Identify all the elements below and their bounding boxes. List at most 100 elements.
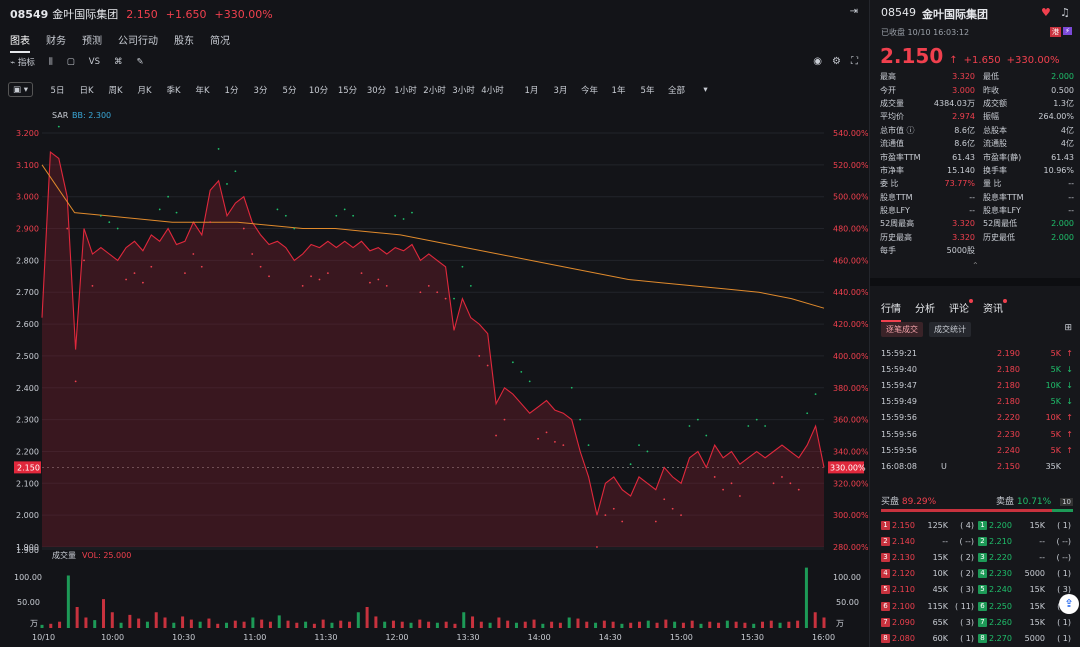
sar-dot [638,444,640,446]
period-12[interactable]: 1小时 [394,85,417,96]
period-17[interactable]: 3月 [553,85,568,96]
subtab-1[interactable]: 成交统计 [929,322,971,337]
stat-value: 8.6亿 [954,139,975,149]
period-15[interactable]: 4小时 [481,85,504,96]
tab-0[interactable]: 图表 [10,32,30,53]
time-tick-label: 10:30 [172,633,195,642]
volume-bar [66,575,70,628]
tab-5[interactable]: 简况 [210,36,230,47]
tab-2[interactable]: 预测 [82,36,102,47]
quote-tab-0[interactable]: 行情 [881,300,901,322]
period-21[interactable]: 全部 [667,85,685,96]
stat-label: 流通值 [880,139,904,149]
camera-icon[interactable]: ◉ [813,56,823,67]
period-20[interactable]: 5年 [640,85,655,96]
fullscreen-icon[interactable]: ⛶ [851,56,858,67]
tab-1[interactable]: 财务 [46,36,66,47]
period-13[interactable]: 2小时 [423,85,446,96]
stat-row: 市盈率TTM 61.43 市盈率(静) 61.43 [880,150,1074,163]
sar-dot [453,297,455,300]
period-10[interactable]: 15分 [337,85,358,96]
sar-dot [125,278,127,281]
quote-tab-3[interactable]: 资讯 [983,299,1007,322]
price-tick-label: 3.200 [16,129,39,138]
period-18[interactable]: 今年 [580,85,598,96]
vol-tick-label: 50.00 [836,598,859,607]
volume-bar [585,621,589,628]
bell-icon[interactable]: ♫ [1060,6,1070,19]
stat-row: 成交量 4384.03万 成交额 1.3亿 [880,97,1074,110]
tick-volume: 10K [1045,413,1061,423]
sar-dot [268,275,270,278]
period-19[interactable]: 1年 [611,85,626,96]
volume-bar [479,621,483,628]
stat-value: 0.500 [1051,85,1074,95]
price-chart[interactable]: 3.200 3.100 3.000 2.900 2.800 2.700 2.600 2.500… [0,0,868,647]
share-icon[interactable]: ⇪ [1059,594,1079,614]
stat-label: 总股本 [983,125,1007,135]
ask-count: ( 1) [1057,633,1071,643]
tab-3[interactable]: 公司行动 [118,36,158,47]
pct-tick-label: 280.00% [833,543,868,552]
grid-view-icon[interactable]: ⊞ [1064,323,1072,333]
stat-label: 总市值 ⓘ [880,125,915,135]
indicator-button[interactable]: ⌁ 指标 [10,58,35,68]
period-3[interactable]: 月K [137,85,152,96]
period-16[interactable]: 1月 [524,85,539,96]
draw-pen-icon[interactable]: ✎ [136,57,144,67]
period-6[interactable]: 1分 [224,85,239,96]
ask-price: 2.260 [989,617,1012,627]
vol-tick-label: 万 [836,619,844,628]
price-tick-label: 2.700 [16,288,39,297]
sar-dot [226,183,228,185]
bid-count: ( 2) [960,552,974,562]
chart-type-dropdown[interactable]: ▣ ▾ [8,82,33,97]
quote-tab-1[interactable]: 分析 [915,304,935,315]
collapse-chevron-icon[interactable]: ⌃ [972,261,979,270]
stat-label: 52周最高 [880,219,915,229]
ask-volume: 15K [1029,520,1045,530]
period-0[interactable]: 5日 [50,85,65,96]
sar-dot [175,211,178,214]
collapse-panel-icon[interactable]: ⇥ [849,6,858,17]
sell-label: 卖盘 [995,497,1014,507]
period-2[interactable]: 周K [108,85,123,96]
candle-style-icon[interactable]: ⫼ [48,57,53,67]
stat-row: 每手 5000股 [880,244,1074,257]
period-8[interactable]: 5分 [282,85,297,96]
period-11[interactable]: 30分 [366,85,387,96]
ask-level: 4 2.230 5000 ( 1) [978,569,1075,579]
template-icon[interactable]: ⌘ [114,57,123,67]
tick-time: 16:08:08 [881,461,917,471]
volume-bar [602,620,606,628]
period-14[interactable]: 3小时 [452,85,475,96]
pct-tick-label: 540.00% [833,129,868,138]
sar-dot [234,170,237,173]
volume-bar [444,621,448,628]
period-4[interactable]: 季K [166,85,181,96]
tick-row: 16:08:08 U 2.150 35K [881,458,1073,474]
bid-volume: 15K [932,552,948,562]
tab-4[interactable]: 股东 [174,36,194,47]
sar-dot [310,275,312,278]
bid-price: 2.110 [892,585,915,595]
quote-tab-2[interactable]: 评论 [949,299,973,322]
stat-value: -- [1068,206,1074,216]
stat-label: 最高 [880,72,896,82]
tick-time: 15:59:47 [881,380,917,390]
ask-volume: 15K [1029,601,1045,611]
compare-button[interactable]: VS [88,57,101,67]
settings-icon[interactable]: ⚙ [832,56,841,67]
period-7[interactable]: 3分 [253,85,268,96]
sar-dot [781,476,783,478]
period-5[interactable]: 年K [195,85,210,96]
rect-icon[interactable]: ▢ [66,57,75,67]
favorite-heart-icon[interactable]: ♥ [1041,6,1051,19]
sar-dot [335,214,338,217]
period-9[interactable]: 10分 [308,85,329,96]
period-1[interactable]: 日K [79,85,94,96]
period-more-icon[interactable]: ▾ [703,84,708,95]
subtab-0[interactable]: 逐笔成交 [881,322,923,337]
sar-dot [528,380,531,383]
quote-code: 08549 [881,6,916,19]
